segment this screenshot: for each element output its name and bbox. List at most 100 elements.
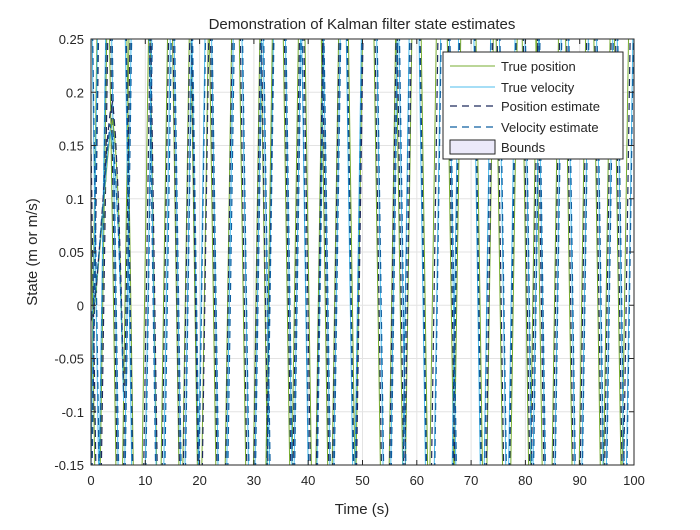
- legend-swatch-bounds: [449, 139, 496, 155]
- y-tick-label: -0.15: [54, 458, 84, 473]
- series-line-position-estimate: [374, 39, 383, 465]
- tick-marks: [90, 38, 635, 466]
- series-line-velocity-estimate: [316, 39, 325, 465]
- y-tick-label: -0.05: [54, 352, 84, 367]
- series-line-velocity-estimate: [294, 39, 302, 465]
- legend-entry-bounds: Bounds: [449, 139, 546, 155]
- series-line-position-estimate: [110, 39, 118, 465]
- series-line-velocity-estimate: [434, 39, 442, 465]
- series-line-velocity-estimate: [198, 39, 207, 465]
- series-line-velocity-estimate: [192, 39, 200, 465]
- x-tick-label: 100: [623, 473, 645, 488]
- series-line-position-estimate: [430, 39, 439, 465]
- chart-title: Demonstration of Kalman filter state est…: [209, 16, 516, 33]
- y-tick-label: 0.15: [59, 139, 84, 154]
- series-line-velocity-estimate: [211, 39, 220, 465]
- y-tick-label: 0.2: [66, 85, 84, 100]
- x-tick-label: 60: [410, 473, 424, 488]
- legend-entry-true-position: True position: [450, 59, 576, 74]
- series-line-velocity-estimate: [99, 39, 107, 465]
- series-line-velocity-estimate: [125, 39, 133, 465]
- series-line-true-velocity: [163, 39, 171, 465]
- series-line-position-estimate: [292, 39, 301, 465]
- x-tick-label: 40: [301, 473, 315, 488]
- legend-label-true-velocity: True velocity: [501, 80, 575, 95]
- x-tick-labels: 0 10 20 30 40 50 60 70 80 90 100: [87, 473, 644, 488]
- legend-entry-position-estimate: Position estimate: [450, 99, 600, 114]
- series-line-position-estimate: [332, 39, 340, 465]
- x-tick-label: 80: [518, 473, 532, 488]
- series-line-velocity-estimate: [333, 39, 342, 465]
- series-line-true-position: [291, 39, 299, 465]
- series-line-velocity-estimate: [255, 39, 263, 465]
- series-line-position-estimate: [623, 39, 631, 465]
- series-line-position-estimate: [225, 39, 233, 465]
- series-line-true-position: [347, 39, 356, 465]
- series-line-position-estimate: [201, 39, 210, 465]
- series-line-velocity-estimate: [418, 39, 427, 465]
- y-axis-label: State (m or m/s): [24, 198, 41, 306]
- series-line-velocity-estimate: [111, 39, 120, 465]
- series-line-velocity-estimate: [390, 39, 399, 465]
- series-line-position-estimate: [182, 39, 191, 465]
- series-line-velocity-estimate: [148, 39, 157, 465]
- series-line-velocity-estimate: [354, 39, 363, 465]
- series-line-velocity-estimate: [376, 39, 385, 465]
- series-line-true-position: [420, 39, 429, 465]
- x-tick-label: 70: [464, 473, 478, 488]
- series-line-true-position: [109, 39, 117, 465]
- series-line-position-estimate: [389, 39, 397, 465]
- series-line-position-estimate: [143, 39, 151, 465]
- series-line-position-estimate: [260, 39, 269, 465]
- legend-entry-velocity-estimate: Velocity estimate: [450, 120, 599, 135]
- x-axis-label: Time (s): [335, 501, 389, 518]
- series-line-position-estimate: [283, 39, 292, 465]
- series-line-velocity-estimate: [285, 39, 293, 465]
- series-line-velocity-estimate: [174, 39, 182, 465]
- series-line-position-estimate: [253, 39, 261, 465]
- y-tick-label: 0.25: [59, 32, 84, 47]
- series-line-velocity-estimate: [346, 39, 354, 465]
- legend-label-bounds: Bounds: [501, 140, 546, 155]
- x-tick-label: 90: [572, 473, 586, 488]
- series-path-velocity-estimate: [91, 124, 125, 396]
- series-line-position-estimate: [396, 39, 405, 465]
- series-line-position-estimate: [100, 39, 109, 465]
- legend-label-velocity-estimate: Velocity estimate: [501, 120, 599, 135]
- series-line-true-position: [160, 39, 168, 465]
- series-line-position-estimate: [123, 39, 131, 465]
- series-line-velocity-estimate: [241, 39, 250, 465]
- x-tick-label: 30: [247, 473, 261, 488]
- legend-label-position-estimate: Position estimate: [501, 99, 600, 114]
- series-line-velocity-estimate: [227, 39, 235, 465]
- y-tick-labels: -0.15 -0.1 -0.05 0 0.05 0.1 0.15 0.2 0.25: [54, 32, 84, 473]
- series-line-true-position: [238, 39, 247, 465]
- series-line-velocity-estimate: [301, 39, 310, 465]
- x-tick-label: 20: [192, 473, 206, 488]
- legend: True position True velocity Position est…: [442, 51, 624, 160]
- series-line-true-position: [373, 39, 381, 465]
- series-line-position-estimate: [209, 39, 218, 465]
- series-line-true-position: [429, 39, 437, 465]
- series-line-position-estimate: [172, 39, 181, 465]
- series-line-true-position: [208, 39, 217, 465]
- x-tick-label: 50: [355, 473, 369, 488]
- series-line-position-estimate: [315, 39, 324, 465]
- legend-entry-true-velocity: True velocity: [450, 80, 575, 95]
- series-path-position-estimate: [91, 100, 125, 386]
- series-line-velocity-estimate: [164, 39, 172, 465]
- y-tick-label: -0.1: [62, 405, 84, 420]
- x-tick-label: 10: [138, 473, 152, 488]
- series-line-position-estimate: [404, 39, 412, 465]
- series-line-position-estimate: [239, 39, 248, 465]
- series-line-position-estimate: [303, 39, 311, 465]
- series-line-position-estimate: [356, 39, 364, 465]
- series-line-true-velocity: [226, 39, 234, 465]
- series-line-velocity-estimate: [266, 39, 275, 465]
- series-line-velocity-estimate: [402, 39, 411, 465]
- series-line-velocity-estimate: [184, 39, 193, 465]
- y-tick-label: 0.05: [59, 245, 84, 260]
- series-line-position-estimate: [161, 39, 170, 465]
- series-line-velocity-estimate: [323, 39, 331, 465]
